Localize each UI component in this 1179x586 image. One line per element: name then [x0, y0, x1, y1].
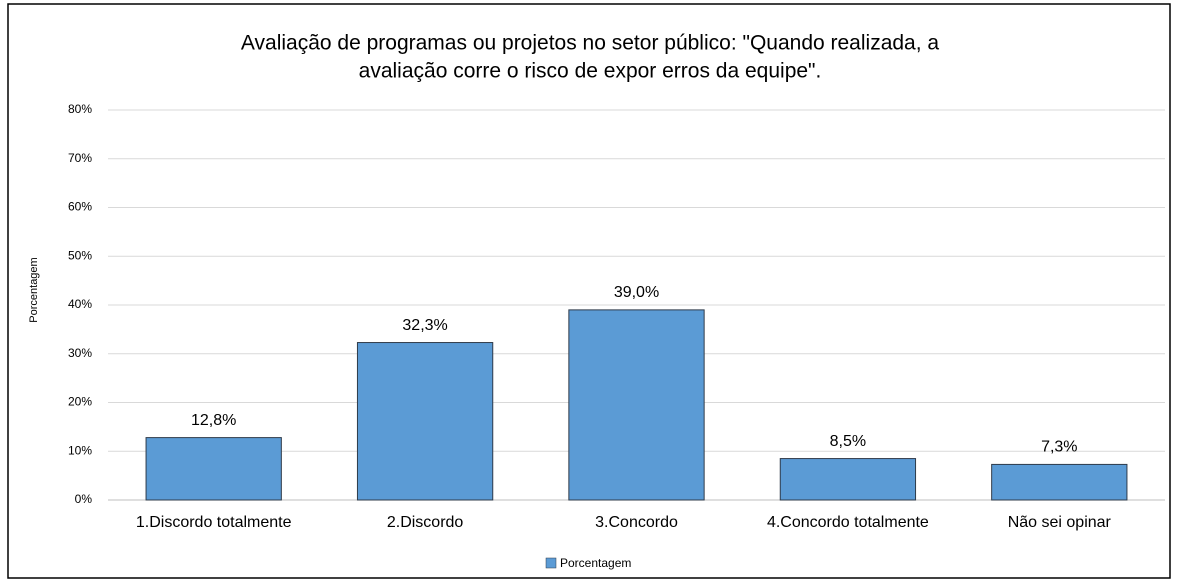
data-label: 7,3% — [1041, 439, 1077, 456]
y-tick-label: 60% — [68, 200, 92, 214]
y-axis-label: Porcentagem — [28, 257, 40, 322]
x-tick-label: 4.Concordo totalmente — [767, 514, 929, 531]
x-tick-label: Não sei opinar — [1008, 514, 1112, 531]
data-label: 32,3% — [402, 317, 447, 334]
y-tick-label: 70% — [68, 151, 92, 165]
legend-label: Porcentagem — [560, 556, 631, 570]
data-label: 12,8% — [191, 412, 236, 429]
bar — [991, 463, 1128, 501]
chart-title: avaliação corre o risco de expor erros d… — [359, 60, 822, 83]
chart-title: Avaliação de programas ou projetos no se… — [241, 32, 939, 55]
y-tick-label: 40% — [68, 297, 92, 311]
data-label: 8,5% — [830, 433, 866, 450]
y-tick-label: 0% — [75, 492, 93, 506]
y-tick-label: 30% — [68, 346, 92, 360]
data-label: 39,0% — [614, 284, 659, 301]
y-tick-label: 10% — [68, 443, 92, 457]
bar — [356, 342, 494, 501]
y-tick-label: 20% — [68, 395, 92, 409]
x-tick-label: 2.Discordo — [387, 514, 464, 531]
bar — [568, 309, 705, 501]
bar — [779, 458, 917, 501]
y-tick-label: 80% — [68, 102, 92, 116]
x-tick-label: 1.Discordo totalmente — [136, 514, 292, 531]
x-tick-label: 3.Concordo — [595, 514, 678, 531]
legend-swatch — [545, 557, 557, 569]
y-tick-label: 50% — [68, 248, 92, 262]
bar — [145, 437, 282, 501]
